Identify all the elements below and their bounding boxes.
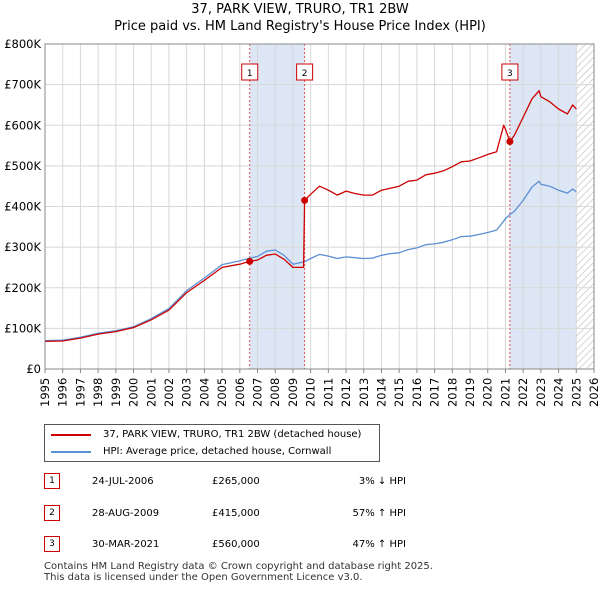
sale-marker-box: [501, 63, 519, 81]
x-tick-label: 2005: [215, 378, 229, 407]
x-tick-label: 1995: [38, 378, 52, 407]
sale-point: [506, 138, 514, 145]
legend-label-hpi: HPI: Average price, detached house, Corn…: [103, 446, 332, 457]
legend-label-property: 37, PARK VIEW, TRURO, TR1 2BW (detached …: [103, 429, 362, 440]
x-tick-label: 1999: [109, 378, 123, 407]
sale-marker-label: 3: [507, 69, 513, 79]
chart-title-line1: 37, PARK VIEW, TRURO, TR1 2BW: [191, 2, 409, 17]
x-tick-label: 2001: [144, 378, 158, 407]
transaction-number-badge: 3: [44, 536, 60, 552]
transaction-date: 28-AUG-2009: [92, 508, 160, 519]
x-tick-label: 2000: [127, 378, 141, 407]
x-tick-label: 2004: [197, 378, 211, 407]
x-tick-label: 2017: [428, 378, 442, 407]
sale-point: [246, 257, 254, 265]
x-tick-label: 2002: [162, 378, 176, 407]
x-tick-label: 2016: [410, 378, 424, 407]
x-tick-label: 2003: [180, 378, 194, 407]
x-tick-label: 1996: [56, 378, 70, 407]
x-tick-label: 2006: [233, 378, 247, 407]
hpi-line: [44, 180, 577, 342]
y-tick-label: £300K: [4, 240, 41, 254]
legend-swatch-hpi: [51, 451, 91, 453]
x-tick-label: 2014: [374, 378, 388, 407]
x-tick-label: 2022: [516, 378, 530, 407]
transaction-price: £415,000: [212, 508, 260, 519]
x-tick-label: 1997: [73, 378, 87, 407]
transaction-hpi-change: 47% ↑ HPI: [352, 539, 406, 550]
x-tick-label: 2026: [587, 378, 600, 407]
property-price-line: [44, 90, 577, 343]
y-tick-label: £700K: [4, 78, 41, 92]
transaction-row: 1 24-JUL-2006 £265,000 3% ↓ HPI: [44, 472, 464, 492]
transaction-row: 3 30-MAR-2021 £560,000 47% ↑ HPI: [44, 535, 464, 555]
chart-title-line2: Price paid vs. HM Land Registry's House …: [114, 19, 486, 34]
sale-marker-box: [241, 63, 259, 81]
sale-point: [301, 196, 309, 204]
transaction-hpi-change: 3% ↓ HPI: [358, 476, 406, 487]
transaction-hpi-change: 57% ↑ HPI: [352, 508, 406, 519]
y-tick-label: £600K: [4, 118, 41, 132]
y-tick-label: £100K: [4, 321, 41, 335]
sale-marker-label: 1: [247, 69, 253, 79]
transaction-number-badge: 1: [44, 473, 60, 489]
x-tick-label: 2020: [481, 378, 495, 407]
x-tick-label: 2007: [251, 378, 265, 407]
sale-marker-box: [296, 63, 314, 81]
x-tick-label: 2011: [321, 378, 335, 407]
sale-marker-label: 2: [302, 69, 308, 79]
legend: 37, PARK VIEW, TRURO, TR1 2BW (detached …: [44, 424, 380, 462]
transaction-date: 30-MAR-2021: [92, 539, 160, 550]
legend-swatch-property: [51, 434, 91, 436]
x-tick-label: 2012: [339, 378, 353, 407]
transaction-number-badge: 2: [44, 505, 60, 521]
transaction-price: £265,000: [212, 476, 260, 487]
y-tick-label: £400K: [4, 200, 41, 214]
y-tick-label: £800K: [4, 37, 41, 51]
x-tick-label: 2009: [286, 378, 300, 407]
x-tick-label: 2010: [304, 378, 318, 407]
footer: Contains HM Land Registry data © Crown c…: [44, 561, 433, 583]
y-tick-label: £200K: [4, 281, 41, 295]
x-tick-label: 2019: [463, 378, 477, 407]
y-tick-label: £0: [26, 362, 41, 376]
x-tick-label: 2015: [392, 378, 406, 407]
transaction-row: 2 28-AUG-2009 £415,000 57% ↑ HPI: [44, 504, 464, 524]
y-tick-label: £500K: [4, 159, 41, 173]
x-tick-label: 2018: [445, 378, 459, 407]
plot-frame: [44, 43, 595, 370]
x-tick-label: 1998: [91, 378, 105, 407]
x-tick-label: 2025: [569, 378, 583, 407]
footer-licence: This data is licensed under the Open Gov…: [44, 572, 363, 583]
transaction-price: £560,000: [212, 539, 260, 550]
x-tick-label: 2021: [498, 378, 512, 407]
x-tick-label: 2023: [534, 378, 548, 407]
x-tick-label: 2024: [552, 378, 566, 407]
x-tick-label: 2008: [268, 378, 282, 407]
price-chart: 1 2 3 £0 £100K £200K £300K £400K £500K £600K £700…: [4, 37, 600, 407]
footer-copyright: Contains HM Land Registry data © Crown c…: [44, 561, 433, 572]
transaction-date: 24-JUL-2006: [92, 476, 154, 487]
x-tick-label: 2013: [357, 378, 371, 407]
